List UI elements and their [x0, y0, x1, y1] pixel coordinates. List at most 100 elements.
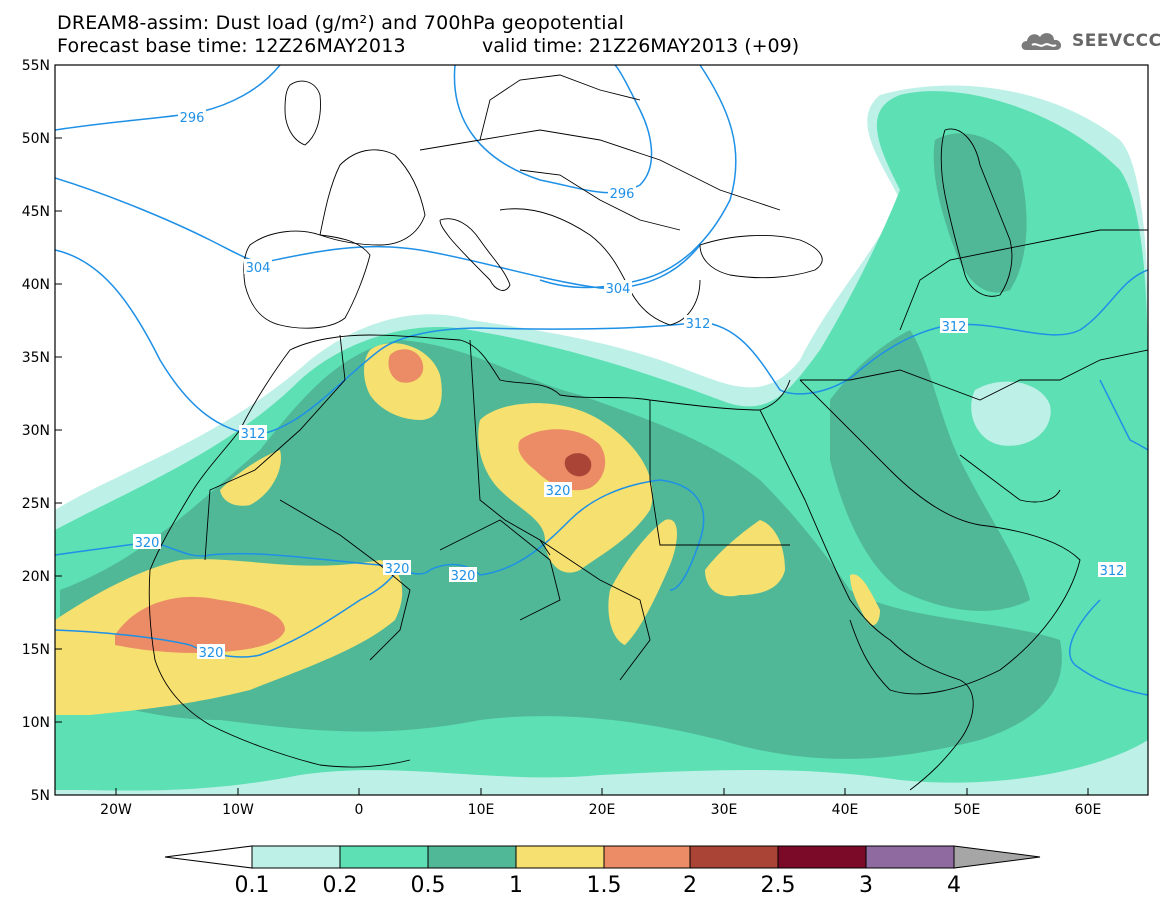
colorbar-label: 4 — [947, 873, 961, 898]
border-middle-east — [800, 349, 1148, 401]
colorbar-label: 0.1 — [235, 873, 270, 898]
border-africa-1 — [204, 334, 346, 561]
contour-label: 320 — [451, 569, 476, 584]
colorbar-bin — [251, 845, 341, 869]
contour-312-east — [1069, 599, 1148, 696]
contour-296-east2 — [539, 65, 737, 289]
colorbar-bin — [603, 845, 691, 869]
contour-label: 296 — [610, 187, 635, 202]
dust-region-0.5-east — [830, 330, 1030, 611]
y-label: 25N — [22, 496, 50, 512]
y-label: 40N — [22, 277, 50, 293]
y-label: 45N — [22, 204, 50, 220]
colorbar-bin — [427, 845, 517, 869]
dust-hole — [971, 381, 1051, 446]
contour-label: 304 — [606, 282, 631, 297]
country-borders — [148, 74, 1148, 791]
y-axis-labels: 55N 50N 45N 40N 35N 30N 25N 20N 15N 10N … — [22, 58, 50, 804]
contour-label: 312 — [1100, 564, 1125, 579]
coast-west-africa — [148, 429, 411, 768]
coast-italy — [439, 218, 511, 291]
dust-region-1-mauritania — [220, 450, 281, 506]
coast-horn — [889, 639, 974, 791]
x-ticks — [115, 788, 1089, 795]
colorbar-bin — [689, 845, 779, 869]
colorbar-label: 2 — [683, 873, 697, 898]
border-africa-2 — [469, 339, 551, 556]
x-label: 40E — [832, 802, 859, 818]
contour-label: 320 — [199, 646, 224, 661]
y-label: 35N — [22, 350, 50, 366]
border-africa-3 — [649, 400, 790, 546]
base-time: Forecast base time: 12Z26MAY2013 — [57, 35, 406, 57]
y-label: 50N — [22, 131, 50, 147]
contour-320 — [55, 479, 705, 591]
colorbar-max-arrow — [953, 845, 1041, 869]
colorbar-bin — [515, 845, 605, 869]
y-ticks — [55, 64, 62, 796]
coast-black-sea — [699, 234, 823, 279]
colorbar-label: 1 — [509, 873, 523, 898]
border-europe-3 — [519, 169, 681, 231]
y-label: 30N — [22, 423, 50, 439]
colorbar-bin — [865, 845, 955, 869]
coast-red-sea — [759, 409, 891, 641]
coast-france — [319, 149, 426, 246]
contour-label: 312 — [942, 320, 967, 335]
colorbar-label: 0.2 — [323, 873, 358, 898]
coast-arabia — [799, 379, 1081, 695]
border-africa-4 — [279, 499, 411, 661]
valid-time: valid time: 21Z26MAY2013 (+09) — [482, 35, 800, 57]
contour-label: 320 — [546, 484, 571, 499]
coast-britain — [284, 80, 321, 146]
dust-region-2 — [564, 453, 592, 477]
contour-label: 296 — [180, 111, 205, 126]
border-africa-5 — [539, 539, 651, 681]
border-europe-2 — [479, 74, 641, 141]
logo-text: SEEVCCC — [1072, 31, 1162, 51]
y-label: 15N — [22, 642, 50, 658]
x-label: 30E — [711, 802, 738, 818]
contour-labels: 296 296 304 304 312 312 312 312 320 320 … — [133, 109, 1126, 661]
y-label: 5N — [31, 788, 50, 804]
dust-region-1-sudan — [705, 520, 785, 597]
colorbar-label: 0.5 — [411, 873, 446, 898]
x-label: 10E — [468, 802, 495, 818]
x-label: 0 — [355, 802, 364, 818]
x-label: 20W — [100, 802, 132, 818]
dust-region-1-chad — [608, 519, 677, 645]
coast-caspian — [940, 128, 1013, 297]
y-label: 10N — [22, 715, 50, 731]
x-label: 60E — [1075, 802, 1102, 818]
colorbar-label: 2.5 — [761, 873, 796, 898]
contour-label: 320 — [135, 536, 160, 551]
border-middle-east-2 — [899, 229, 1148, 331]
dust-region-1.5-atlas — [388, 349, 424, 383]
contour-320-south — [55, 569, 399, 658]
colorbar-label: 3 — [859, 873, 873, 898]
colorbar-label: 1.5 — [587, 873, 622, 898]
colorbar: 0.1 0.2 0.5 1 1.5 2 2.5 3 4 — [164, 845, 1041, 898]
colorbar-bin — [777, 845, 867, 869]
map-title: DREAM8-assim: Dust load (g/m²) and 700hP… — [57, 12, 625, 34]
colorbar-bin — [339, 845, 429, 869]
coast-persian-gulf — [959, 454, 1061, 503]
border-africa-6 — [439, 519, 561, 621]
x-label: 50E — [954, 802, 981, 818]
x-label: 10W — [222, 802, 254, 818]
y-label: 55N — [22, 58, 50, 74]
dust-region-0.5-caspian — [933, 133, 1027, 293]
contour-label: 320 — [385, 562, 410, 577]
dust-region-1-redsea — [850, 574, 880, 626]
coast-north-africa — [239, 334, 791, 431]
contour-312 — [55, 249, 1148, 436]
x-axis-labels: 20W 10W 0 10E 20E 30E 40E 50E 60E — [100, 802, 1101, 818]
contour-312-ne — [1099, 379, 1148, 451]
y-label: 20N — [22, 569, 50, 585]
dust-field — [55, 85, 1148, 795]
seevccc-logo: SEEVCCC — [1018, 28, 1162, 54]
contour-label: 304 — [246, 261, 271, 276]
x-label: 20E — [589, 802, 616, 818]
contour-label: 312 — [686, 317, 711, 332]
